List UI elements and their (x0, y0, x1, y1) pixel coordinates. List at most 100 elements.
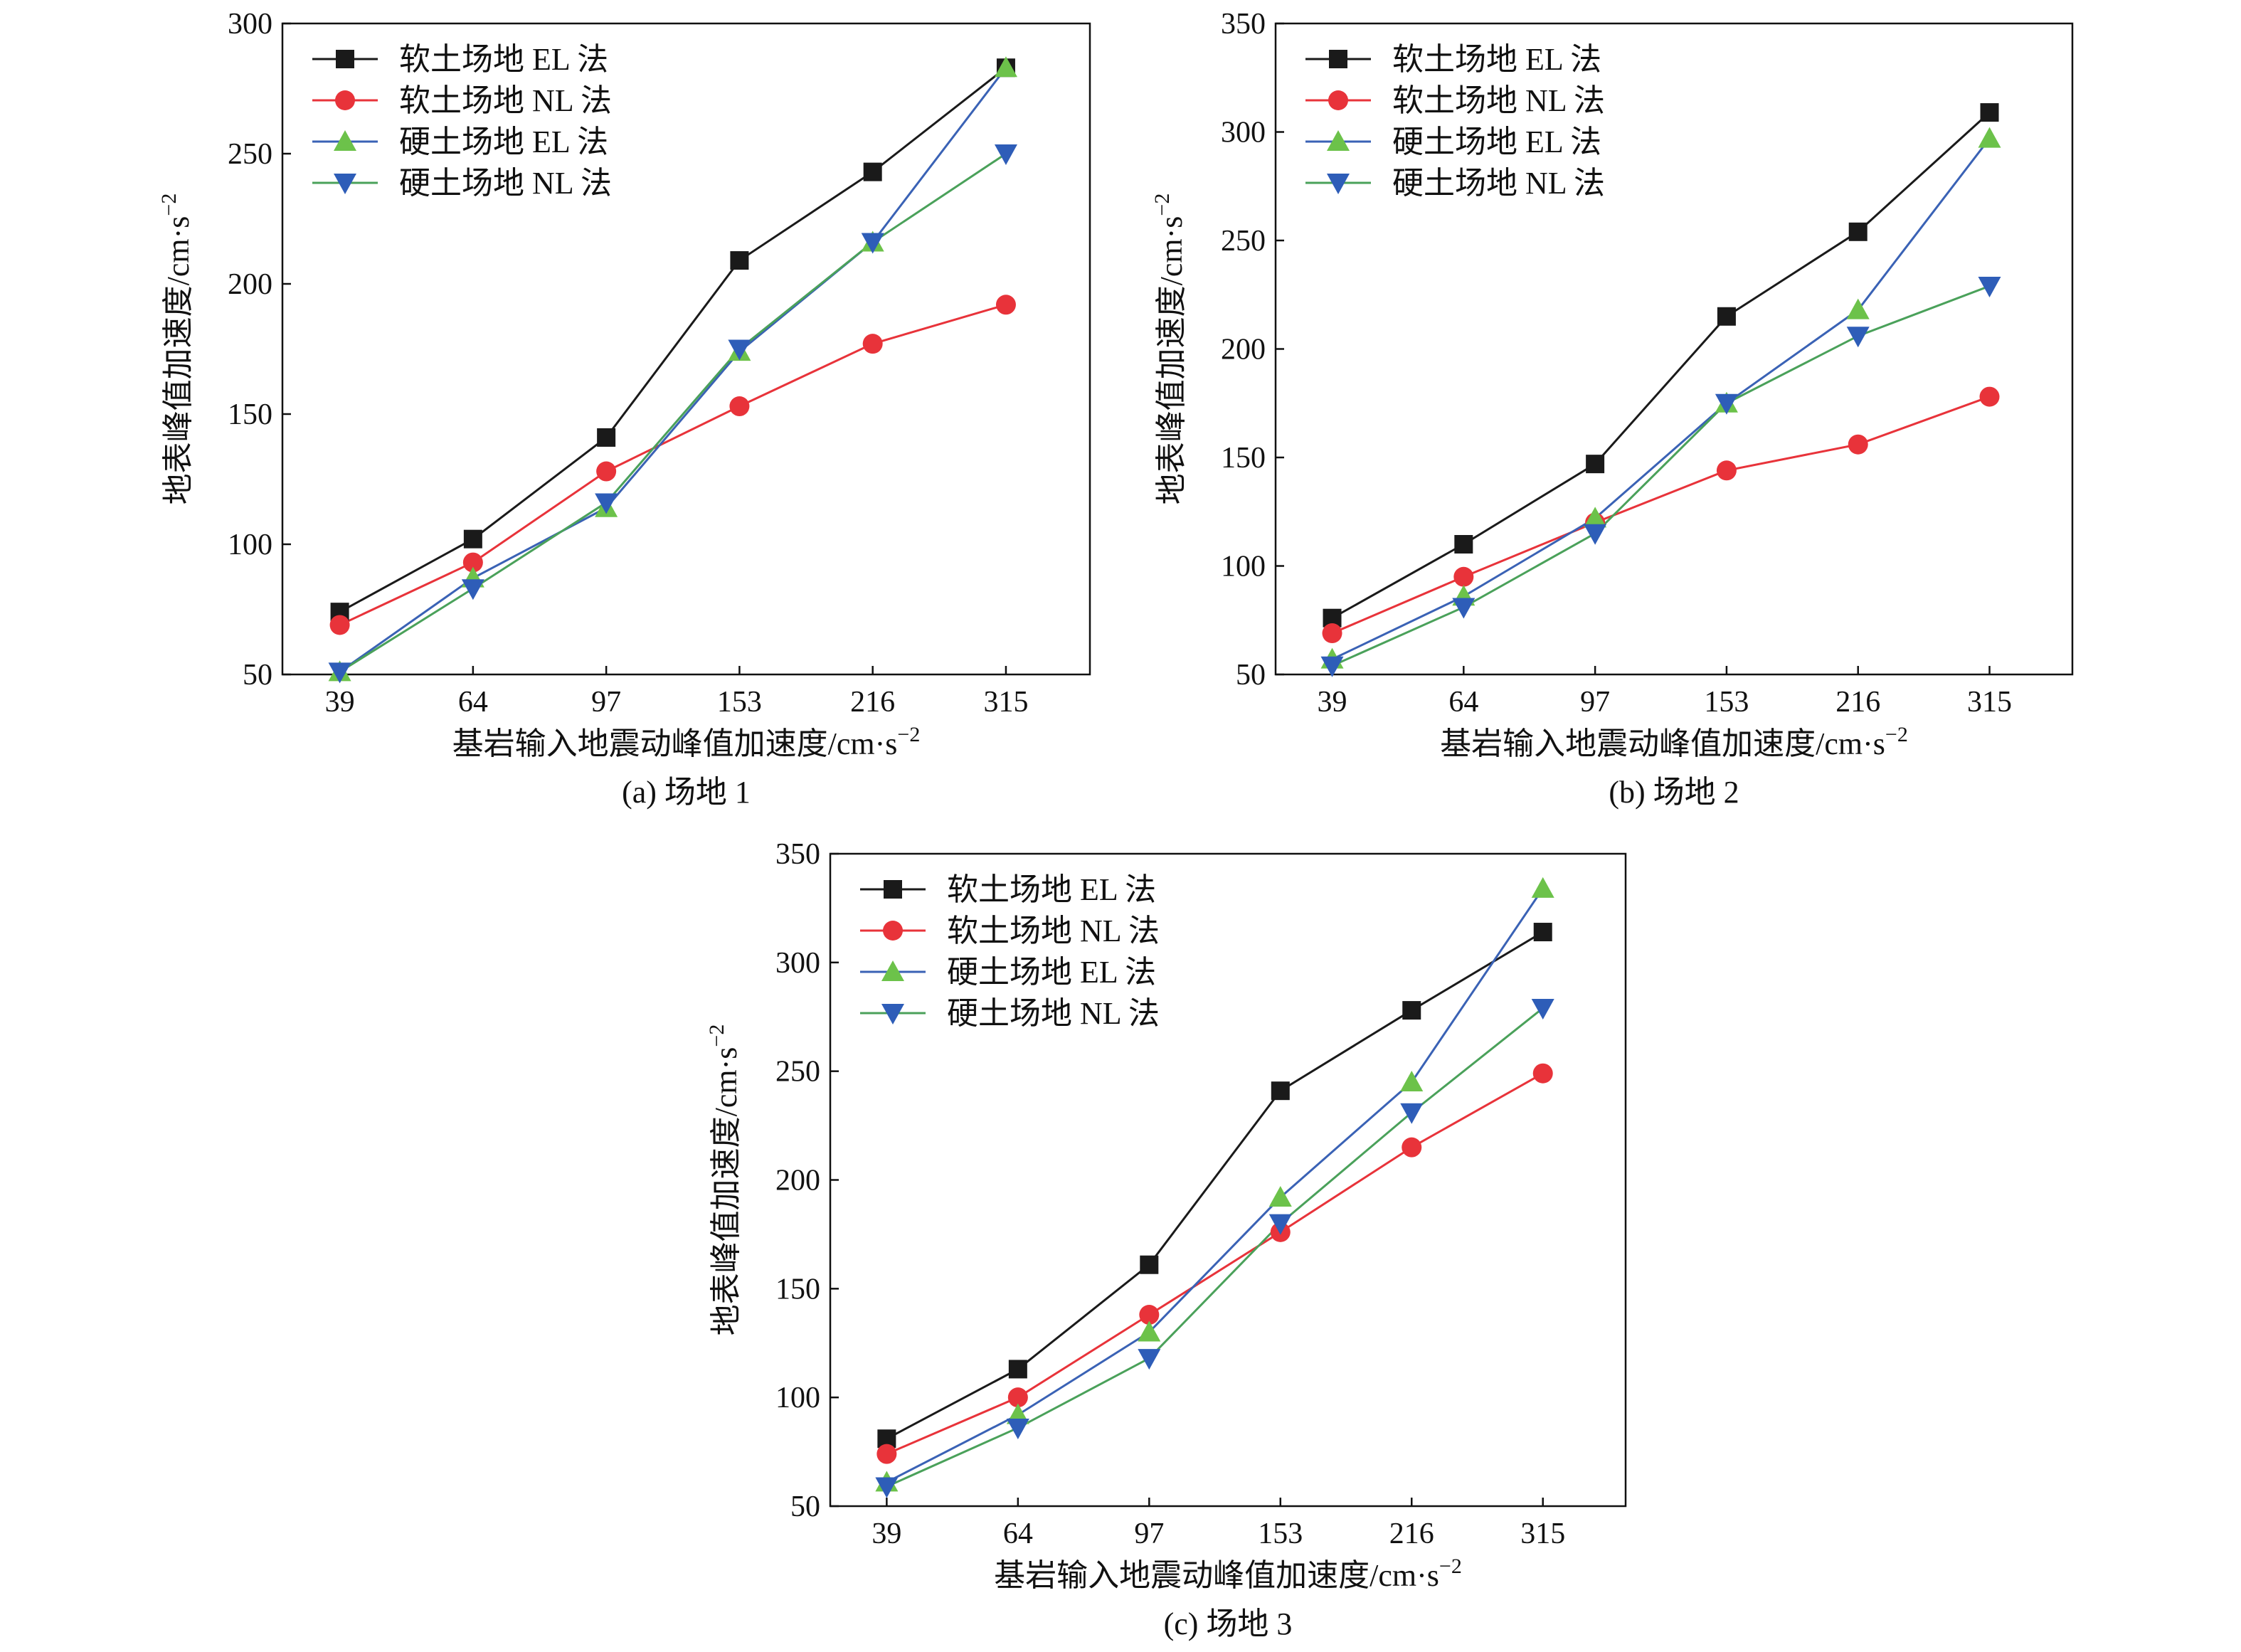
panel-caption: (c) 场地 3 (1164, 1606, 1293, 1641)
data-point-s4 (1978, 277, 2001, 298)
legend-marker (883, 921, 903, 941)
y-axis-title: 地表峰值加速度/cm·s−2 (1150, 194, 1189, 505)
data-point-s1 (1008, 1360, 1027, 1379)
series-line-1 (1331, 111, 1991, 620)
y-tick-label: 50 (1236, 659, 1266, 692)
x-axis-title-exponent: −2 (1439, 1555, 1462, 1578)
data-point-s2 (1007, 1387, 1028, 1408)
y-tick-label: 200 (775, 1165, 820, 1197)
x-tick-label: 315 (1520, 1518, 1565, 1550)
legend-label: 软土场地 NL 法 (399, 83, 612, 118)
data-point-s4 (861, 233, 884, 254)
legend-marker (336, 50, 354, 68)
data-point-s2 (876, 1444, 897, 1464)
x-tick-label: 153 (1704, 686, 1749, 719)
data-point-s1 (1402, 1001, 1421, 1020)
panel-caption: (a) 场地 1 (622, 775, 751, 810)
y-axis-title-text: 地表峰值加速度/cm·s (161, 216, 196, 505)
legend-marker (334, 174, 356, 194)
x-tick-label: 39 (1318, 686, 1347, 719)
legend-marker (1327, 174, 1350, 194)
y-tick-label: 250 (228, 138, 272, 171)
y-tick-label: 100 (775, 1382, 820, 1414)
x-tick-label: 216 (1389, 1518, 1434, 1550)
data-point-s2 (462, 552, 483, 573)
data-point-s1 (1271, 1081, 1290, 1101)
x-tick-label: 153 (717, 686, 762, 719)
legend-label: 软土场地 NL 法 (947, 914, 1160, 948)
series-line-1 (886, 931, 1544, 1440)
legend-marker (1329, 50, 1347, 68)
data-point-s2 (596, 461, 617, 482)
legend-label: 硬土场地 NL 法 (1392, 166, 1605, 201)
data-point-s2 (1848, 434, 1868, 455)
data-point-s4 (1584, 524, 1607, 545)
x-axis-title-text: 基岩输入地震动峰值加速度/cm·s (1440, 726, 1885, 761)
data-point-s2 (329, 615, 350, 635)
data-point-s4 (595, 493, 618, 514)
y-tick-label: 100 (228, 529, 272, 561)
data-point-s4 (1715, 393, 1738, 415)
x-axis-title-exponent: −2 (897, 723, 920, 746)
data-point-s1 (597, 428, 616, 447)
plot-frame (829, 852, 1627, 1508)
y-axis-title: 地表峰值加速度/cm·s−2 (157, 194, 196, 505)
y-axis-title-exponent: −2 (157, 194, 181, 216)
data-point-s4 (1268, 1214, 1292, 1235)
data-point-s2 (862, 334, 883, 354)
data-point-s3 (1531, 877, 1554, 898)
y-tick-label: 200 (1221, 334, 1266, 366)
plot-frame (281, 22, 1091, 676)
data-point-s1 (1140, 1255, 1159, 1274)
legend-label: 软土场地 EL 法 (1392, 42, 1601, 77)
y-tick-label: 350 (1221, 8, 1266, 41)
y-tick-label: 100 (1221, 551, 1266, 583)
x-axis-title: 基岩输入地震动峰值加速度/cm·s−2 (994, 1555, 1462, 1593)
series-line-3 (339, 67, 1007, 673)
x-tick-label: 64 (1003, 1518, 1033, 1550)
legend-marker (881, 1004, 904, 1024)
data-point-s4 (994, 144, 1017, 165)
data-point-s1 (1980, 103, 1999, 122)
y-tick-label: 300 (1221, 117, 1266, 149)
y-tick-label: 150 (228, 398, 272, 431)
y-tick-label: 50 (243, 659, 272, 692)
data-point-s2 (1322, 623, 1342, 644)
legend-marker (1327, 130, 1350, 151)
data-point-s1 (1454, 535, 1473, 554)
x-axis-title-text: 基岩输入地震动峰值加速度/cm·s (452, 726, 898, 761)
x-tick-label: 315 (1967, 686, 2012, 719)
series-line-3 (1331, 137, 1991, 661)
x-axis-title: 基岩输入地震动峰值加速度/cm·s−2 (452, 723, 921, 761)
x-tick-label: 39 (325, 686, 355, 719)
x-axis-title-exponent: −2 (1885, 723, 1908, 746)
y-tick-label: 350 (775, 838, 820, 871)
y-tick-label: 250 (1221, 225, 1266, 258)
data-point-s2 (1716, 460, 1737, 481)
data-point-s1 (1848, 222, 1868, 241)
x-tick-label: 315 (983, 686, 1028, 719)
data-point-s3 (1978, 127, 2001, 148)
data-point-s3 (1400, 1070, 1424, 1091)
data-point-s1 (863, 162, 882, 181)
x-axis-title: 基岩输入地震动峰值加速度/cm·s−2 (1440, 723, 1908, 761)
x-tick-label: 216 (1835, 686, 1880, 719)
x-tick-label: 64 (458, 686, 488, 719)
legend-label: 硬土场地 EL 法 (1392, 125, 1601, 159)
legend-label: 硬土场地 NL 法 (399, 166, 612, 201)
data-point-s2 (1532, 1063, 1553, 1084)
series-line-2 (339, 303, 1007, 626)
y-axis-title-exponent: −2 (705, 1024, 729, 1047)
series-line-4 (1331, 285, 1991, 667)
legend-marker (335, 90, 355, 110)
data-point-s4 (875, 1477, 899, 1498)
legend-label: 软土场地 EL 法 (399, 42, 608, 77)
data-point-s4 (461, 579, 484, 600)
x-tick-label: 39 (872, 1518, 901, 1550)
legend-label: 硬土场地 NL 法 (947, 996, 1160, 1031)
series-line-3 (886, 888, 1544, 1483)
y-tick-label: 300 (775, 947, 820, 980)
legend-label: 硬土场地 EL 法 (947, 955, 1156, 990)
data-point-s4 (728, 339, 751, 361)
y-tick-label: 250 (775, 1056, 820, 1089)
